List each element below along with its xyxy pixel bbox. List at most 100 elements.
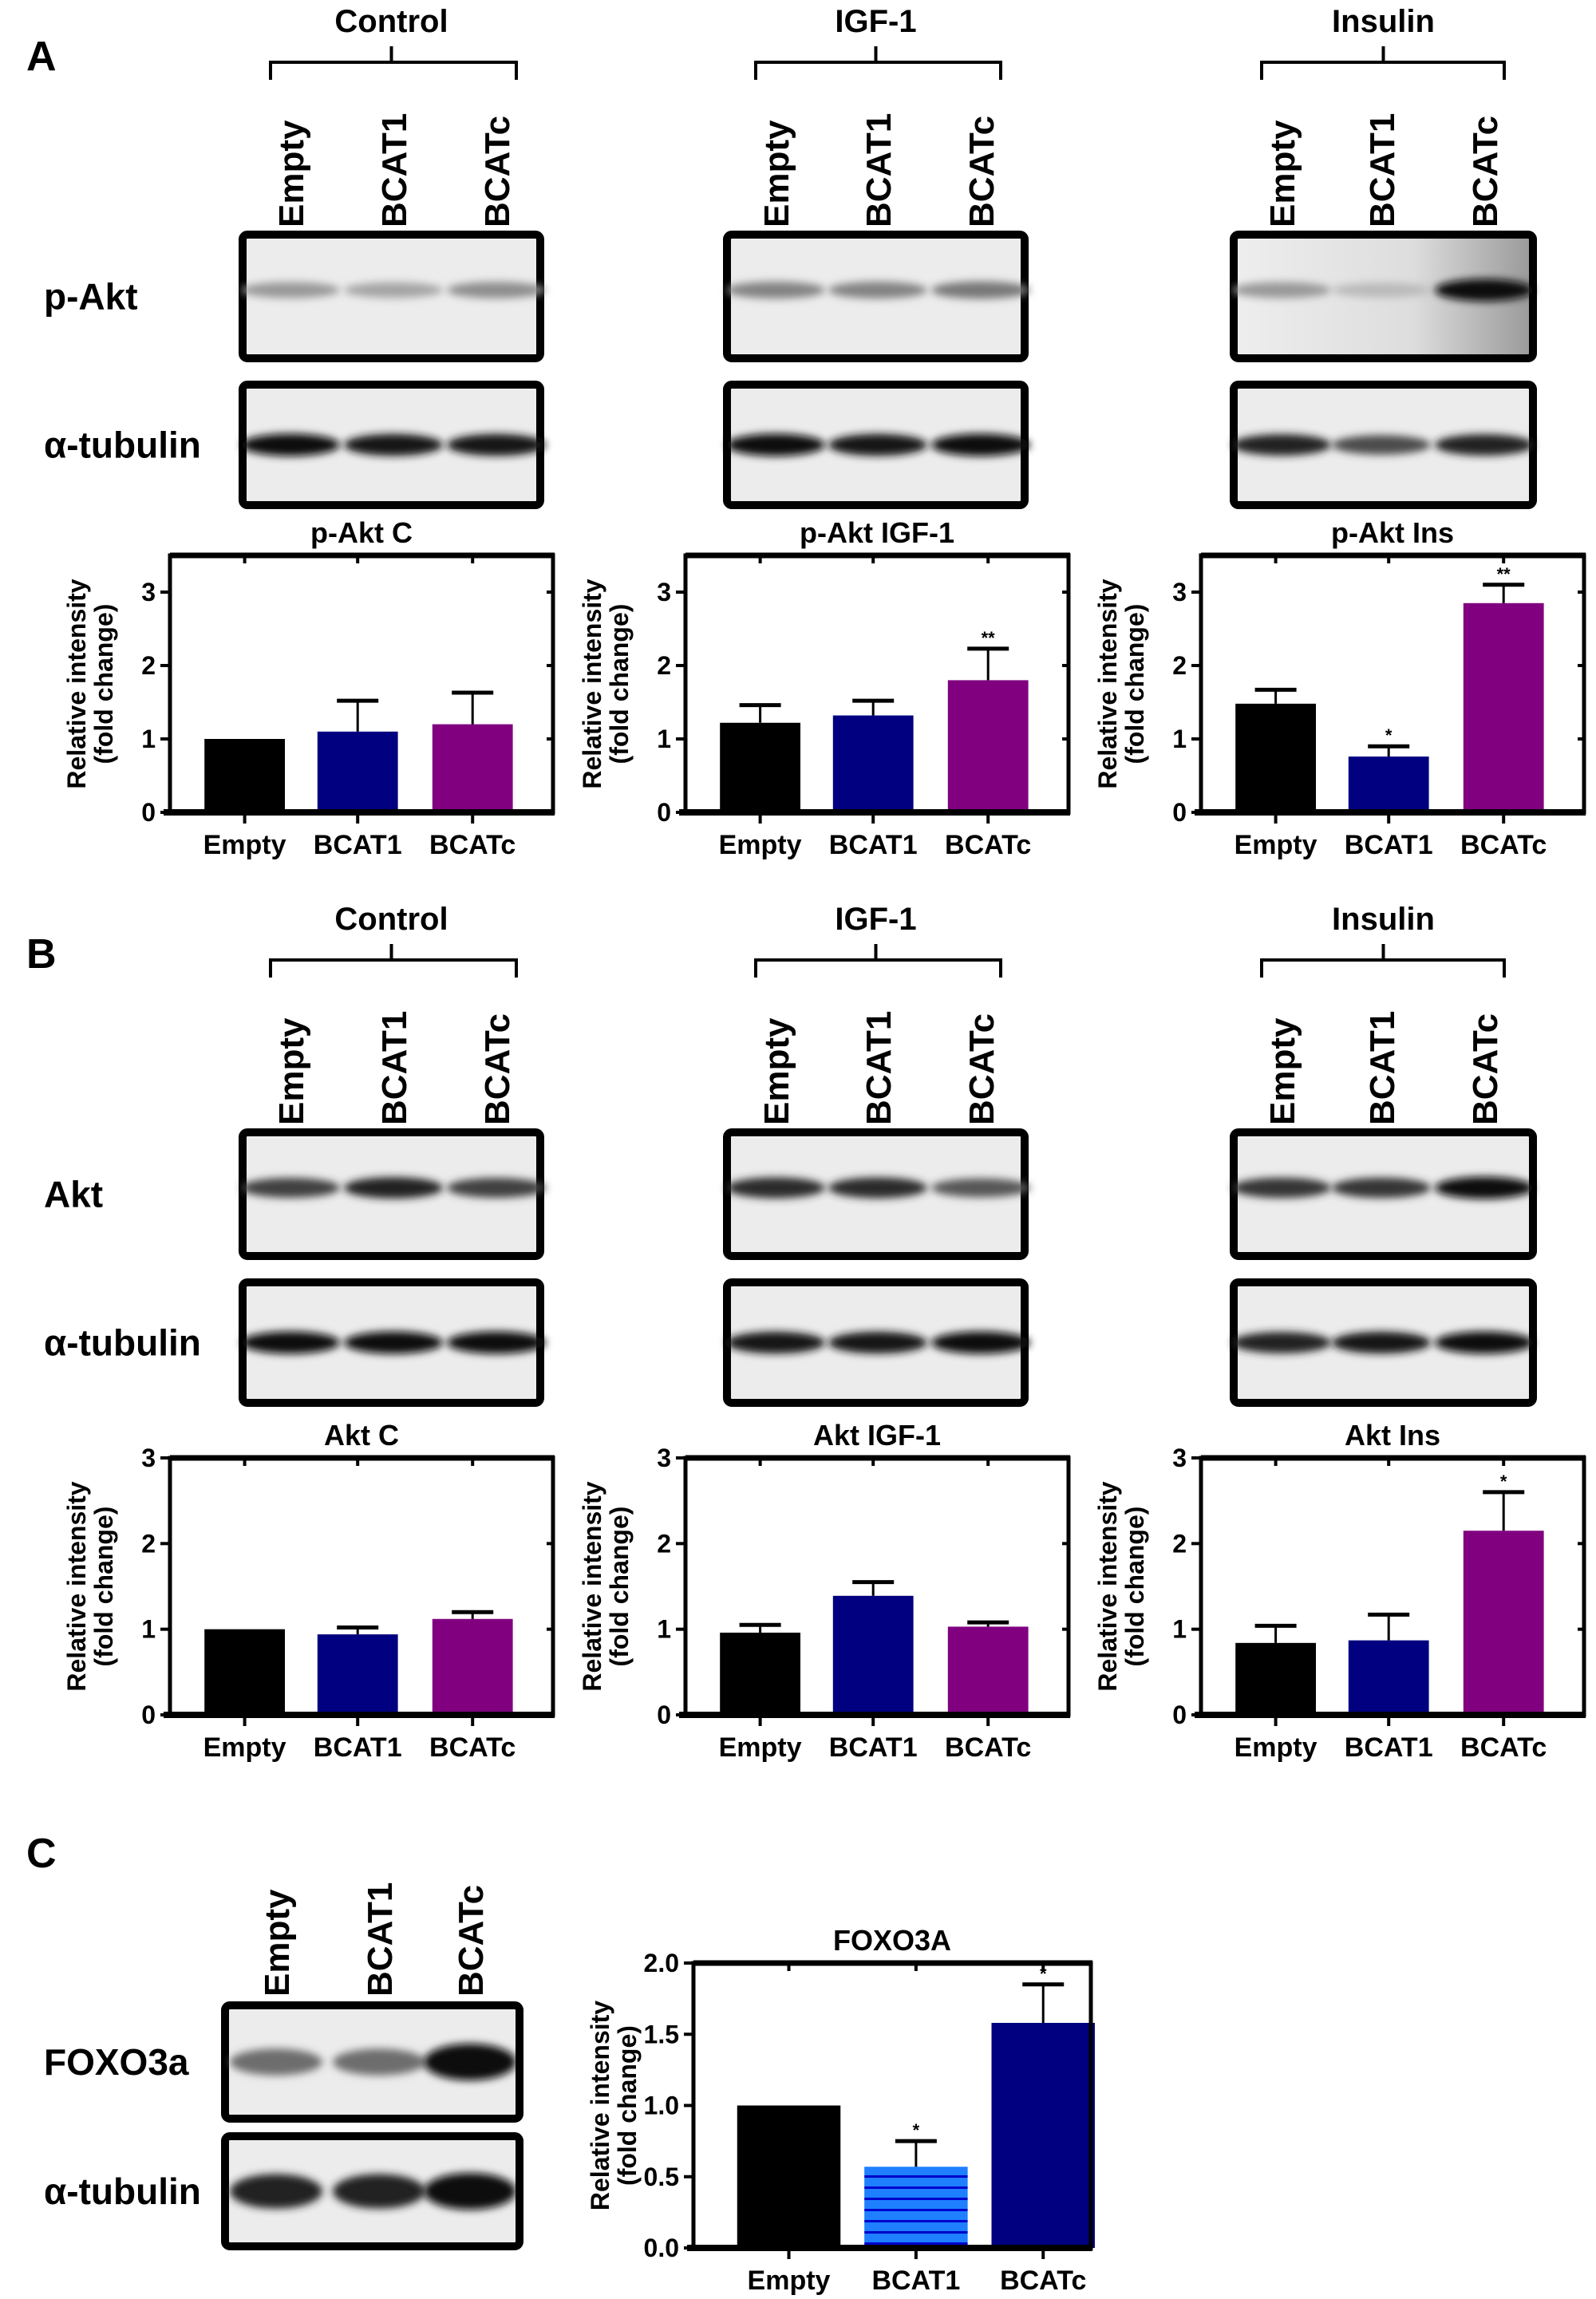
x-tick-label: Empty bbox=[1235, 1732, 1317, 1763]
y-tick-label: 3 bbox=[1172, 1444, 1187, 1472]
blot-band bbox=[447, 1331, 546, 1354]
blot-band bbox=[333, 2174, 425, 2209]
blot-band bbox=[1435, 278, 1534, 302]
x-tick-label: Empty bbox=[203, 1732, 286, 1763]
y-tick-label: 0 bbox=[657, 1701, 671, 1729]
panel-letter: B bbox=[26, 931, 57, 978]
bar-bcat1 bbox=[1348, 1640, 1429, 1715]
x-tick-label: Empty bbox=[203, 830, 286, 860]
y-tick-label: 2 bbox=[141, 1529, 156, 1558]
lane-label: Empty bbox=[258, 1889, 297, 1997]
blot-band bbox=[1232, 1177, 1331, 1199]
y-tick-label: 2.0 bbox=[644, 1949, 679, 1977]
blot-band bbox=[1232, 434, 1331, 456]
bar-bcat1 bbox=[832, 715, 914, 812]
bar-bcat1 bbox=[832, 1595, 914, 1715]
blot-band bbox=[333, 2048, 425, 2076]
group-label: Control bbox=[334, 902, 448, 937]
bar-chart: Akt C Relative intensity(fold change) 0 1 2 3… bbox=[62, 1419, 555, 1763]
y-tick-label: 0 bbox=[1172, 1701, 1187, 1729]
blot-band bbox=[424, 2044, 516, 2080]
x-tick-label: BCATc bbox=[1460, 830, 1547, 860]
blot-band bbox=[447, 1178, 546, 1198]
y-tick-label: 2 bbox=[1172, 1529, 1187, 1558]
lane-label: BCAT1 bbox=[375, 1011, 414, 1125]
y-tick-label: 2 bbox=[141, 651, 156, 680]
blot-band bbox=[241, 1178, 340, 1198]
panel-a: A Control Empty BCAT1 BCATc IGF-1 Empty BCAT1 BC… bbox=[26, 4, 1537, 509]
blot-band bbox=[1435, 434, 1534, 456]
chart-title: Akt C bbox=[324, 1419, 399, 1452]
x-tick-label: BCATc bbox=[945, 1732, 1031, 1763]
lane-label: Empty bbox=[757, 1017, 796, 1125]
bar-empty bbox=[204, 739, 285, 812]
panel-letter: A bbox=[26, 34, 57, 80]
y-tick-label: 3 bbox=[657, 578, 671, 606]
bar-bcat1 bbox=[317, 731, 398, 812]
blot-band bbox=[424, 2173, 516, 2210]
lane-label: BCAT1 bbox=[859, 113, 899, 227]
y-tick-label: 0 bbox=[657, 798, 671, 827]
blot-band bbox=[1332, 1177, 1431, 1199]
group-label: IGF-1 bbox=[835, 4, 916, 39]
x-tick-label: BCAT1 bbox=[314, 830, 402, 860]
blot-band bbox=[726, 1177, 825, 1199]
blot-band bbox=[344, 1177, 443, 1199]
blot-band bbox=[1232, 1332, 1331, 1353]
x-tick-label: BCATc bbox=[429, 1732, 516, 1763]
x-tick-label: BCATc bbox=[945, 830, 1031, 860]
bar-empty bbox=[737, 2105, 841, 2248]
y-axis-label: (fold change) bbox=[1120, 1507, 1149, 1667]
y-axis-label: Relative intensity bbox=[1093, 579, 1122, 788]
blot-band bbox=[931, 433, 1030, 456]
x-tick-label: BCATc bbox=[1000, 2265, 1086, 2296]
blot-label: α-tubulin bbox=[44, 2171, 201, 2212]
x-tick-label: BCAT1 bbox=[314, 1732, 402, 1763]
group-bracket bbox=[1260, 944, 1506, 978]
x-tick-label: Empty bbox=[1235, 830, 1317, 860]
blot-band bbox=[828, 433, 927, 456]
group-bracket bbox=[1260, 46, 1506, 80]
bar-bcatc bbox=[1463, 602, 1544, 812]
lane-label: BCAT1 bbox=[375, 113, 414, 227]
bar-empty bbox=[204, 1629, 285, 1715]
x-tick-label: Empty bbox=[719, 830, 802, 860]
lane-label: BCATc bbox=[1466, 116, 1505, 227]
significance-marker: ** bbox=[1497, 564, 1511, 584]
group-bracket bbox=[754, 46, 1002, 80]
panel-c: C Empty BCAT1 BCATc FOXO3a α-tubulin bbox=[26, 1831, 523, 2250]
blot-band bbox=[726, 433, 825, 456]
lane-label: BCATc bbox=[962, 116, 1001, 227]
x-tick-label: BCAT1 bbox=[1345, 830, 1433, 860]
y-tick-label: 0 bbox=[141, 1701, 156, 1729]
group-bracket bbox=[269, 944, 518, 978]
y-tick-label: 0.0 bbox=[644, 2234, 679, 2262]
blot-band bbox=[230, 2174, 322, 2209]
blot-band bbox=[931, 1331, 1030, 1354]
group-label: Insulin bbox=[1332, 902, 1435, 937]
bar-bcatc bbox=[1463, 1531, 1544, 1715]
group-bracket bbox=[754, 944, 1002, 978]
y-tick-label: 1 bbox=[141, 725, 156, 753]
bar-bcat1 bbox=[1348, 756, 1429, 812]
lane-label: BCATc bbox=[962, 1013, 1001, 1125]
blot-band bbox=[1435, 1176, 1534, 1199]
x-tick-label: BCAT1 bbox=[829, 1732, 918, 1763]
y-tick-label: 1.0 bbox=[644, 2092, 679, 2120]
bar-empty bbox=[720, 1632, 800, 1715]
y-tick-label: 1.5 bbox=[644, 2020, 679, 2048]
group-bracket bbox=[269, 46, 518, 80]
blot-band bbox=[726, 1331, 825, 1354]
y-tick-label: 0 bbox=[141, 798, 156, 827]
chart-title: p-Akt C bbox=[310, 516, 413, 549]
blot-band bbox=[1232, 282, 1331, 298]
bar-bcatc bbox=[991, 2022, 1095, 2248]
chart-title: Akt IGF-1 bbox=[813, 1419, 941, 1452]
blot-band bbox=[344, 1331, 443, 1354]
blot-band bbox=[828, 1331, 927, 1354]
blot-band bbox=[241, 433, 340, 456]
blot-band bbox=[1332, 1331, 1431, 1354]
bar-empty bbox=[720, 722, 800, 812]
y-axis-label: Relative intensity bbox=[578, 579, 606, 788]
